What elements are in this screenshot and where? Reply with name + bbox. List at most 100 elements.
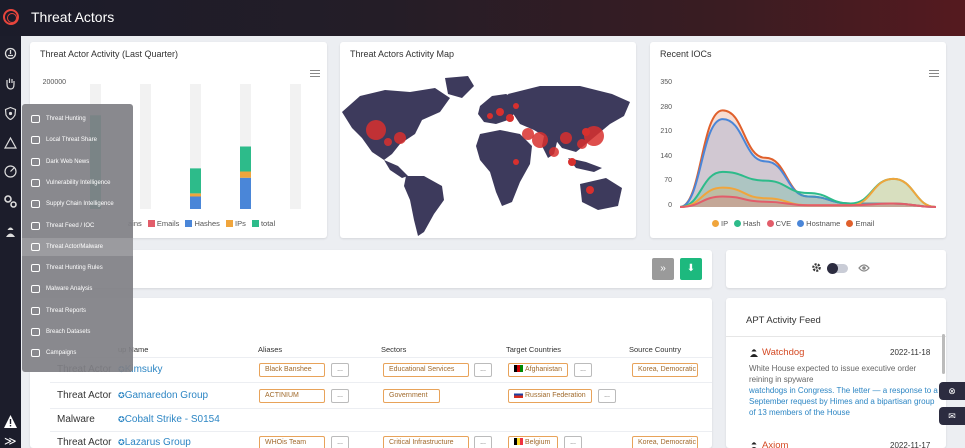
flame-icon [31,349,40,358]
legend-item-email[interactable]: Email [842,219,874,228]
hand-icon[interactable] [3,76,18,91]
more-sectors-button[interactable]: ... [474,436,492,448]
more-aliases-button[interactable]: ... [331,436,349,448]
bar-total[interactable] [240,146,251,172]
search-icon [31,115,40,123]
actor-name-link[interactable]: ✪Lazarus Group [118,437,191,448]
next-page-button[interactable]: » [652,258,674,280]
legend-item-hostname[interactable]: Hostname [793,219,840,228]
sector-chip[interactable]: Government [383,389,440,403]
eye-icon[interactable] [858,263,870,273]
legend-item-cve[interactable]: CVE [763,219,791,228]
bar-ips[interactable] [190,193,201,197]
bar-hashes[interactable] [190,196,201,210]
feed-item-name[interactable]: Axiom [762,440,789,448]
legend-item-emails[interactable]: Emails [144,219,179,228]
col-header-group-name[interactable]: up Name [118,345,149,354]
iocs-menu-icon[interactable] [929,70,939,77]
hacker-icon[interactable] [3,224,18,239]
settings-gear-icon[interactable] [811,262,822,273]
more-targets-button[interactable]: ... [598,389,616,403]
target-country-chip[interactable]: Afghanistan [508,363,568,377]
col-header-source-country[interactable]: Source Country [629,345,682,354]
russia-flag-icon [514,391,523,398]
bar-total[interactable] [190,168,201,194]
activity-chart-title: Threat Actor Activity (Last Quarter) [40,49,179,59]
alias-chip[interactable]: ACTINIUM [259,389,325,403]
menu-item-local-threat-share[interactable]: Local Threat Share [22,131,133,149]
dataset-icon [31,328,40,336]
source-country-chip[interactable]: Korea, Democratic [632,363,698,377]
menu-item-vulnerability-intelligence[interactable]: Vulnerability Intelligence [22,174,133,192]
feed-item-name[interactable]: Watchdog [762,347,805,358]
alias-chip[interactable]: Black Banshee [259,363,325,377]
sector-chip[interactable]: Critical Infrastructure [383,436,469,448]
bar-track [140,84,151,209]
download-button[interactable]: ⬇ [680,258,702,280]
menu-item-threat-feed-ioc[interactable]: Threat Feed / IOC [22,217,133,235]
legend-item-hash[interactable]: Hash [730,219,761,228]
hacker-icon [751,442,757,448]
malware-name-link[interactable]: ✪Cobalt Strike - S0154 [118,414,220,425]
row-type: Malware [57,414,95,425]
bar-ips[interactable] [240,171,251,178]
target-country-chip[interactable]: Belgium [508,436,558,448]
apt-activity-feed [726,298,946,448]
view-toggle[interactable] [827,263,848,274]
legend-item-hashes[interactable]: Hashes [181,219,220,228]
activity-map-title: Threat Actors Activity Map [350,49,455,59]
app-logo-icon[interactable] [3,9,19,25]
share-icon [31,136,40,145]
menu-item-breach-datasets[interactable]: Breach Datasets [22,323,133,341]
more-aliases-button[interactable]: ... [331,389,349,403]
top-bar: Threat Actors [0,0,965,36]
legend-item-domains[interactable]: ains [128,219,142,228]
feed-title: APT Activity Feed [746,315,821,326]
warning-icon[interactable] [3,414,18,429]
menu-item-threat-hunting[interactable]: Threat Hunting [22,110,133,128]
y-tick-label: 0 [668,202,672,209]
y-tick-label: 350 [660,79,672,86]
threat-intel-icon[interactable] [3,46,18,61]
menu-item-dark-web-news[interactable]: Dark Web News [22,153,133,171]
radar-icon[interactable] [3,164,18,179]
bug-icon [31,178,40,187]
menu-item-malware-analysis[interactable]: Malware Analysis [22,280,133,298]
actor-name-link[interactable]: ✪Gamaredon Group [118,390,209,401]
menu-item-threat-hunting-rules[interactable]: Threat Hunting Rules [22,259,133,277]
chat-float-button[interactable]: ✉ [939,407,965,425]
feed-item-date: 2022-11-18 [890,348,931,357]
more-targets-button[interactable]: ... [574,363,592,377]
source-country-chip[interactable]: Korea, Democratic [632,436,698,448]
more-targets-button[interactable]: ... [564,436,582,448]
menu-item-campaigns[interactable]: Campaigns [22,344,133,362]
alias-chip[interactable]: WHOis Team [259,436,325,448]
activity-chart-legend: ains Emails Hashes IPs total [128,219,275,228]
more-aliases-button[interactable]: ... [331,363,349,377]
menu-item-threat-actor-malware[interactable]: Threat Actor/Malware [22,237,133,256]
legend-item-ip[interactable]: IP [708,219,728,228]
more-sectors-button[interactable]: ... [474,363,492,377]
cogs-icon[interactable] [3,194,18,209]
col-header-sectors[interactable]: Sectors [381,345,407,354]
legend-item-total[interactable]: total [248,219,275,228]
menu-item-supply-chain-intelligence[interactable]: Supply Chain Intelligence [22,195,133,213]
col-header-aliases[interactable]: Aliases [258,345,283,354]
feed-scrollbar[interactable] [942,334,945,374]
menu-item-threat-reports[interactable]: Threat Reports [22,302,133,320]
line-cve[interactable] [679,195,937,208]
world-map[interactable] [340,72,636,238]
expand-sidebar-icon[interactable]: ≫ [4,434,17,448]
chart-menu-icon[interactable] [310,70,320,77]
shield-icon[interactable] [3,106,18,121]
target-country-chip[interactable]: Russian Federation [508,389,592,403]
close-float-button[interactable]: ⊗ [939,382,965,400]
feed-item-link[interactable]: watchdogs in Congress. The letter — a re… [749,386,938,417]
legend-item-ips[interactable]: IPs [222,219,246,228]
sector-chip[interactable]: Educational Services [383,363,469,377]
alert-shield-icon[interactable] [3,136,18,151]
news-icon [31,157,40,166]
bar-hashes[interactable] [240,177,251,209]
rules-icon [31,264,40,273]
col-header-target-countries[interactable]: Target Countries [506,345,562,354]
